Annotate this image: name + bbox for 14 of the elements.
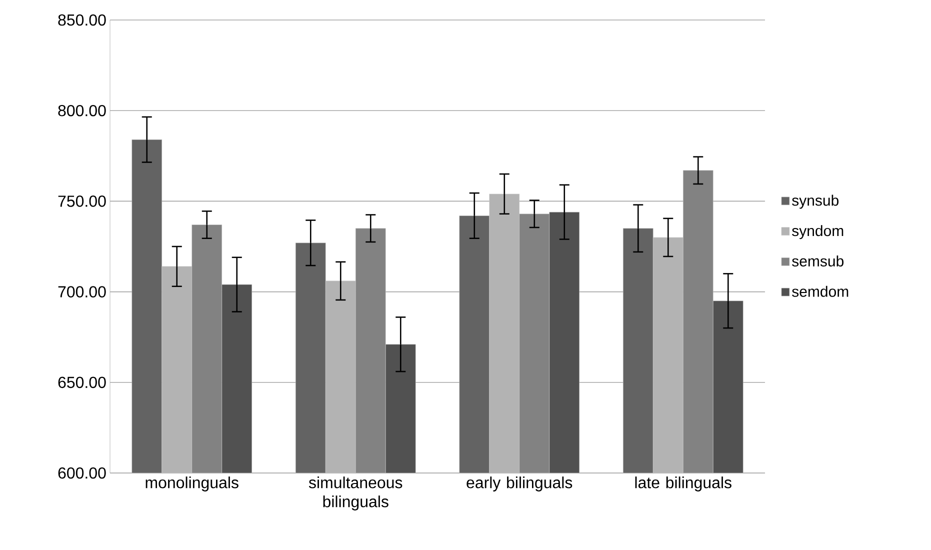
- x-tick-label: early bilinguals: [466, 476, 572, 492]
- x-tick-label: monolinguals: [146, 476, 238, 492]
- y-tick-label: 600.00: [58, 467, 106, 479]
- legend-label: semsub: [792, 256, 844, 267]
- y-tick-label: 650.00: [58, 376, 106, 388]
- y-tick-label: 750.00: [58, 196, 106, 207]
- legend-label: semdom: [792, 286, 848, 297]
- y-tick-label: 850.00: [58, 14, 106, 26]
- legend-label: synsub: [792, 194, 839, 209]
- x-tick-label: simultaneous bilinguals: [308, 476, 402, 510]
- x-tick-label: late bilinguals: [635, 476, 732, 492]
- legend-label: syndom: [792, 225, 844, 240]
- y-tick-label: 800.00: [58, 104, 106, 116]
- y-tick-label: 700.00: [58, 286, 106, 298]
